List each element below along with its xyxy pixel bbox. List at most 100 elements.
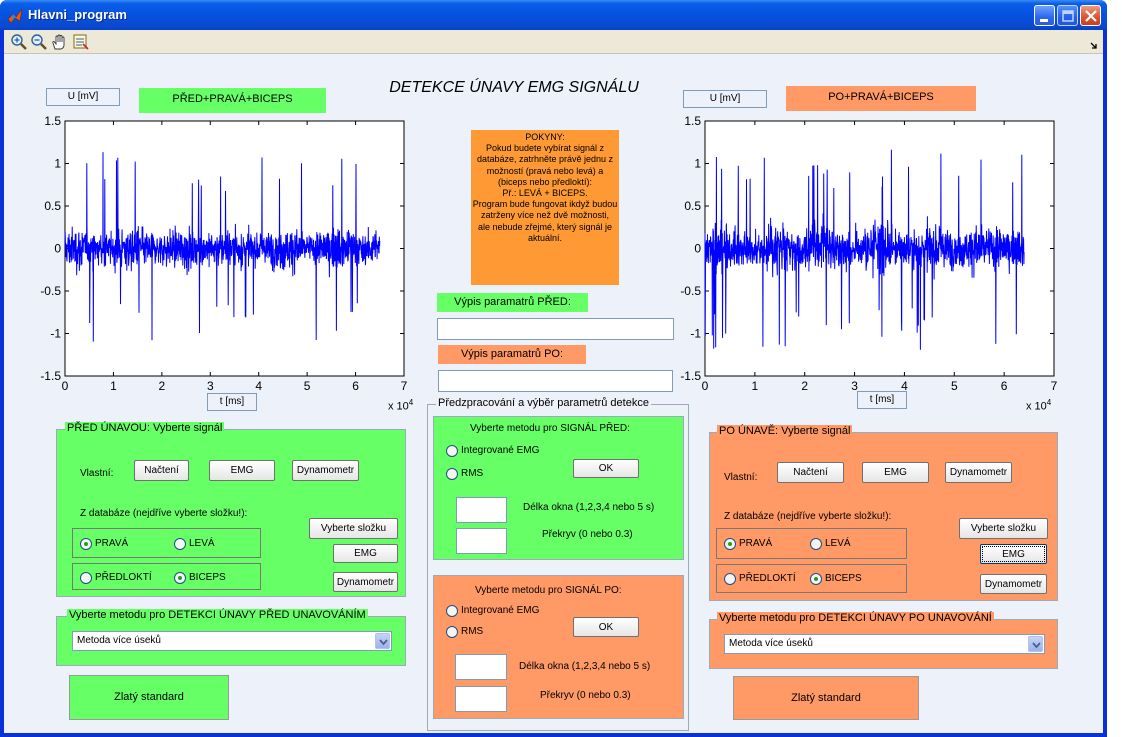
- left-multiplier-base: x 10: [388, 400, 409, 413]
- before-radio-right[interactable]: [80, 538, 92, 550]
- left-multiplier-power: 4: [408, 398, 414, 407]
- before-detect-select[interactable]: Metoda více úseků: [72, 631, 392, 651]
- params-before-field[interactable]: [437, 318, 674, 340]
- before-dynamometer2-button[interactable]: Dynamometr: [333, 572, 398, 592]
- right-xtick-label: 3: [851, 379, 858, 393]
- before-signal-panel: PŘED ÚNAVOU: Vyberte signál Vlastní: Nač…: [56, 422, 406, 597]
- chevron-down-icon[interactable]: [375, 633, 390, 649]
- before-emg-button[interactable]: EMG: [209, 460, 275, 481]
- chevron-down-icon[interactable]: [1028, 636, 1043, 652]
- after-radio-left[interactable]: [810, 538, 822, 550]
- preproc-before-overlap-field[interactable]: [456, 528, 507, 554]
- params-after-field[interactable]: [438, 370, 673, 392]
- instructions-line: (biceps nebo předloktí):: [497, 176, 593, 187]
- preprocessing-panel: Předzpracování a výběr parametrů detekce…: [427, 397, 689, 731]
- instructions-line: Př.: LEVÁ + BICEPS.: [502, 188, 588, 199]
- left-ytick-label: 1: [54, 157, 61, 171]
- before-own-label: Vlastní:: [80, 468, 114, 479]
- minimize-button[interactable]: [1034, 5, 1055, 26]
- left-xtick-label: 6: [352, 379, 359, 393]
- right-x-multiplier: x 104: [1026, 398, 1051, 413]
- instructions-line: zatrženy více než dvě možnosti,: [480, 210, 610, 221]
- after-radio-left-label: LEVÁ: [825, 538, 851, 549]
- after-radio-forearm[interactable]: [724, 573, 736, 585]
- after-radio-biceps[interactable]: [810, 573, 822, 585]
- right-signal-trace: [704, 149, 1025, 350]
- preproc-before-radio-rms[interactable]: [446, 468, 458, 480]
- preproc-before-window-field[interactable]: [456, 497, 507, 523]
- after-detect-select[interactable]: Metoda více úseků: [724, 634, 1045, 654]
- right-xtick-label: 2: [801, 379, 808, 393]
- before-side-group: PRAVÁ LEVÁ: [72, 528, 261, 558]
- right-ytick-label: 0: [694, 242, 701, 256]
- zoom-out-icon[interactable]: [30, 33, 48, 51]
- left-xtick-label: 5: [304, 379, 311, 393]
- preproc-after-ok-button[interactable]: OK: [573, 617, 639, 637]
- before-emg2-button[interactable]: EMG: [333, 544, 398, 563]
- preproc-before-iemg-label: Integrované EMG: [461, 445, 540, 456]
- instructions-line: možností (pravá nebo levá) a: [486, 165, 604, 176]
- after-dynamometer2-button[interactable]: Dynamometr: [980, 574, 1047, 594]
- after-folder-button[interactable]: Vyberte složku: [959, 518, 1048, 539]
- right-multiplier-base: x 10: [1026, 400, 1047, 413]
- right-ytick-label: -1.5: [680, 369, 701, 383]
- after-radio-right-label: PRAVÁ: [739, 538, 773, 549]
- left-xtick-label: 0: [62, 379, 69, 393]
- after-own-label: Vlastní:: [724, 472, 758, 483]
- right-xtick-label: 6: [1001, 379, 1008, 393]
- after-dynamometer-button[interactable]: Dynamometr: [945, 462, 1012, 483]
- right-multiplier-power: 4: [1046, 398, 1052, 407]
- zoom-in-icon[interactable]: [10, 33, 28, 51]
- after-radio-right[interactable]: [724, 538, 736, 550]
- preproc-after-window-field[interactable]: [455, 654, 507, 680]
- after-radio-biceps-label: BICEPS: [825, 573, 862, 584]
- before-gold-standard-button[interactable]: Zlatý standard: [69, 675, 229, 720]
- before-radio-forearm[interactable]: [80, 572, 92, 584]
- preproc-before-heading: Vyberte metodu pro SIGNÁL PŘED:: [470, 423, 630, 434]
- before-radio-right-label: PRAVÁ: [95, 538, 129, 549]
- before-radio-biceps[interactable]: [174, 572, 186, 584]
- toolbar-overflow-icon[interactable]: [1090, 42, 1098, 50]
- after-gold-standard-button[interactable]: Zlatý standard: [733, 676, 919, 720]
- before-dynamometer-button[interactable]: Dynamometr: [292, 460, 359, 481]
- matlab-logo-icon: [7, 8, 23, 24]
- right-emg-chart: 1.510.50-0.5-1-1.50 1 2 3 4 5 6 7: [680, 114, 1057, 393]
- left-ytick-label: 0.5: [44, 199, 61, 213]
- left-emg-plot[interactable]: 1.5 1 0.5 0 -0.5 -1 -1.5 0 1 2 3 4 5 6 7: [24, 114, 407, 406]
- right-ytick-label: -0.5: [680, 284, 701, 298]
- after-load-button[interactable]: Načtení: [777, 462, 844, 483]
- title-bar[interactable]: Hlavni_program: [0, 0, 1107, 30]
- right-signal-label: PO+PRAVÁ+BICEPS: [786, 86, 976, 111]
- pan-hand-icon[interactable]: [50, 33, 68, 51]
- after-emg2-button[interactable]: EMG: [980, 544, 1047, 564]
- before-radio-left[interactable]: [174, 538, 186, 550]
- close-button[interactable]: [1080, 5, 1101, 26]
- instructions-box: POKYNY: Pokud budete vybírat signál z da…: [471, 130, 619, 285]
- preproc-after-overlap-field[interactable]: [455, 686, 507, 712]
- close-icon: [1085, 10, 1097, 22]
- preproc-after-window-label: Délka okna (1,2,3,4 nebo 5 s): [519, 661, 651, 672]
- after-radio-forearm-label: PŘEDLOKTÍ: [739, 573, 796, 584]
- preproc-after-rms-label: RMS: [461, 626, 484, 637]
- preproc-after-radio-rms[interactable]: [446, 626, 458, 638]
- right-xtick-label: 4: [901, 379, 908, 393]
- instructions-heading: POKYNY:: [525, 132, 565, 142]
- right-ylabel-box: U [mV]: [683, 90, 767, 108]
- before-radio-forearm-label: PŘEDLOKTÍ: [95, 572, 152, 583]
- maximize-button[interactable]: [1057, 5, 1078, 26]
- data-cursor-icon[interactable]: [72, 33, 90, 51]
- preproc-before-ok-button[interactable]: OK: [573, 459, 639, 478]
- client-area: U [mV] PŘED+PRAVÁ+BICEPS DETEKCE ÚNAVY E…: [4, 30, 1103, 733]
- right-emg-plot[interactable]: 1.5 1 0.5 0 -0.5 -1 -1.5 0 1 2 3 4 5 6 7: [664, 114, 1057, 406]
- preproc-after-radio-iemg[interactable]: [446, 605, 458, 617]
- preproc-after-heading: Vyberte metodu pro SIGNÁL PO:: [475, 585, 622, 596]
- preproc-after-box: Vyberte metodu pro SIGNÁL PO: Integrovan…: [433, 575, 684, 719]
- before-muscle-group: PŘEDLOKTÍ BICEPS: [72, 563, 261, 590]
- before-load-button[interactable]: Načtení: [134, 460, 189, 481]
- before-folder-button[interactable]: Vyberte složku: [309, 518, 398, 539]
- preproc-before-radio-iemg[interactable]: [446, 445, 458, 457]
- page-title: DETEKCE ÚNAVY EMG SIGNÁLU: [389, 79, 639, 96]
- after-emg-button[interactable]: EMG: [862, 462, 929, 483]
- preproc-before-window-label: Délka okna (1,2,3,4 nebo 5 s): [523, 502, 655, 513]
- after-detect-panel: Vyberte metodu pro DETEKCI ÚNAVY PO UNAV…: [709, 612, 1058, 669]
